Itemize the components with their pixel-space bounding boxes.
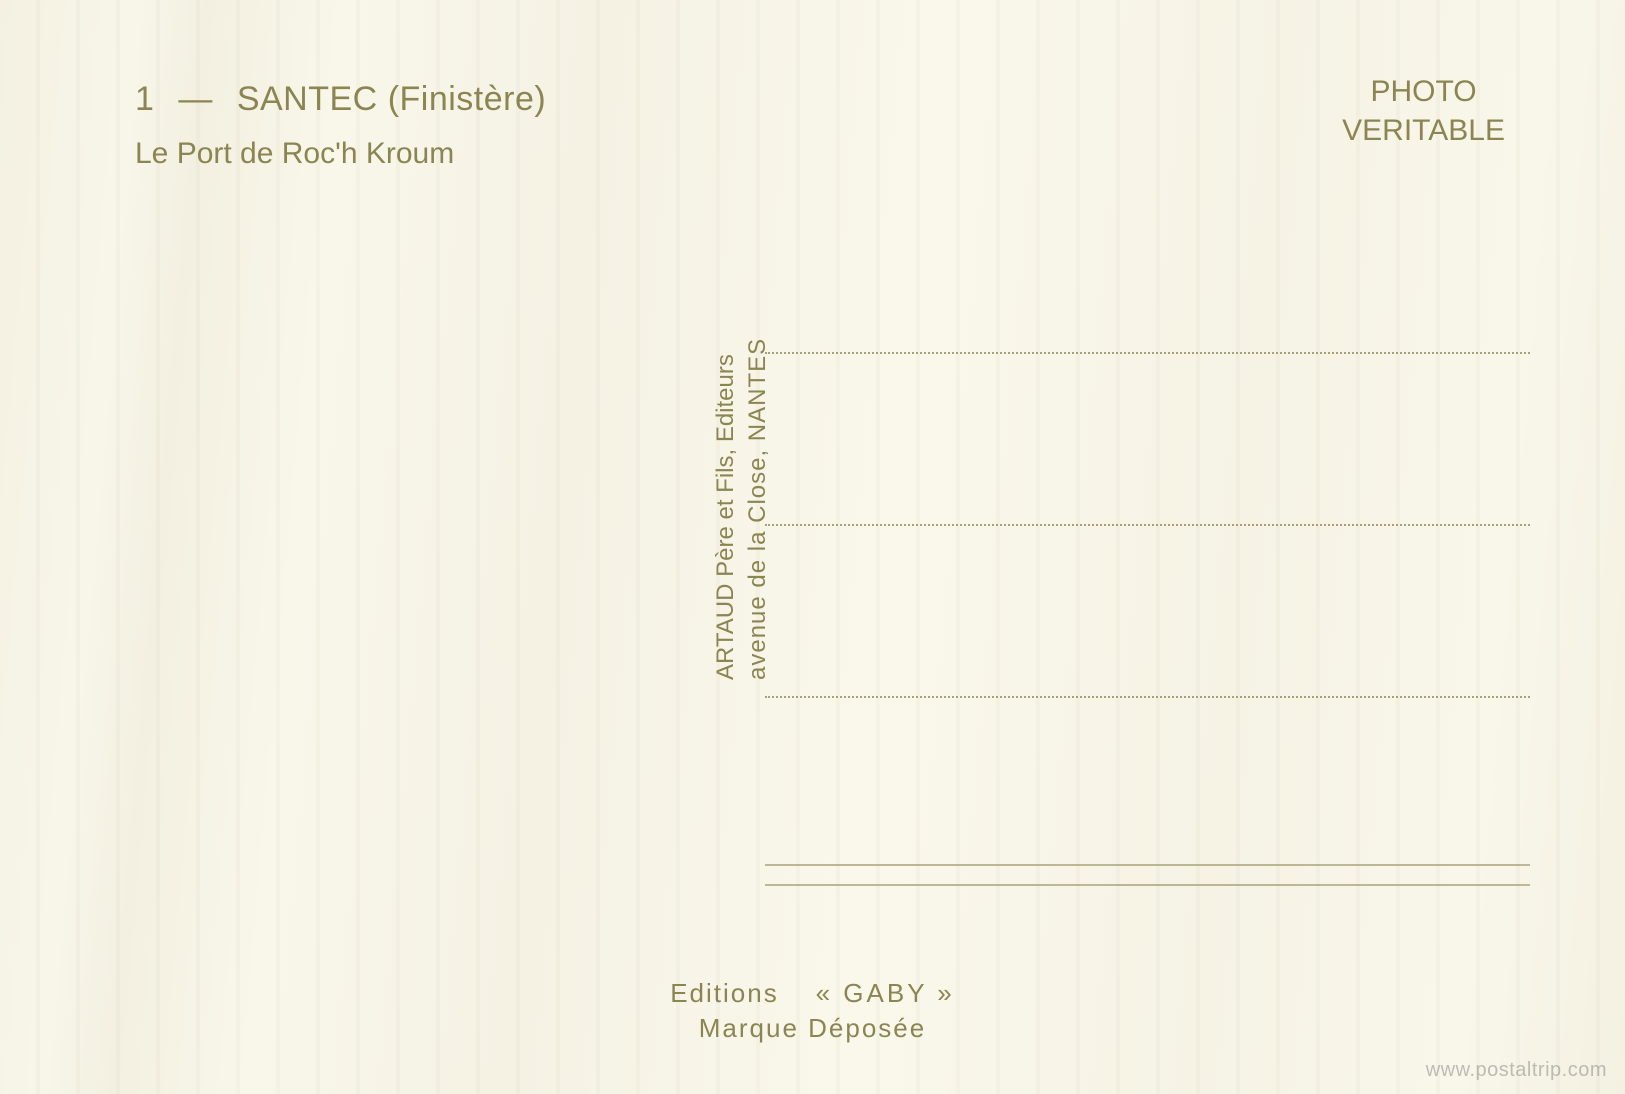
publisher-imprint: ARTAUD Père et Fils, Editeurs avenue de … — [710, 300, 775, 680]
address-line-3 — [765, 696, 1530, 698]
footer-gaby: « GABY » — [816, 978, 955, 1008]
title-line-1: 1 — SANTEC (Finistère) — [135, 80, 546, 119]
footer-editions: Editions — [670, 978, 779, 1008]
postcard-back: 1 — SANTEC (Finistère) Le Port de Roc'h … — [0, 0, 1625, 1094]
photo-label-line1: PHOTO — [1342, 72, 1505, 111]
photo-label-line2: VERITABLE — [1342, 111, 1505, 150]
publisher-line2: avenue de la Close, NANTES — [742, 300, 774, 680]
footer-line2: Marque Déposée — [0, 1011, 1625, 1046]
address-line-2 — [765, 524, 1530, 526]
card-number: 1 — [135, 80, 154, 118]
title-dash: — — [178, 80, 213, 118]
place-name: SANTEC — [237, 80, 378, 118]
publisher-line1: ARTAUD Père et Fils, Editeurs — [710, 300, 742, 680]
address-line-1 — [765, 352, 1530, 354]
footer-line1: Editions « GABY » — [0, 976, 1625, 1011]
address-line-4b — [765, 884, 1530, 886]
site-watermark: www.postaltrip.com — [1426, 1059, 1607, 1082]
photo-veritable-label: PHOTO VERITABLE — [1342, 72, 1505, 150]
title-block: 1 — SANTEC (Finistère) Le Port de Roc'h … — [135, 80, 546, 171]
subtitle: Le Port de Roc'h Kroum — [135, 137, 546, 171]
region-name: (Finistère) — [388, 80, 547, 118]
address-line-4a — [765, 864, 1530, 866]
footer-imprint: Editions « GABY » Marque Déposée — [0, 976, 1625, 1046]
